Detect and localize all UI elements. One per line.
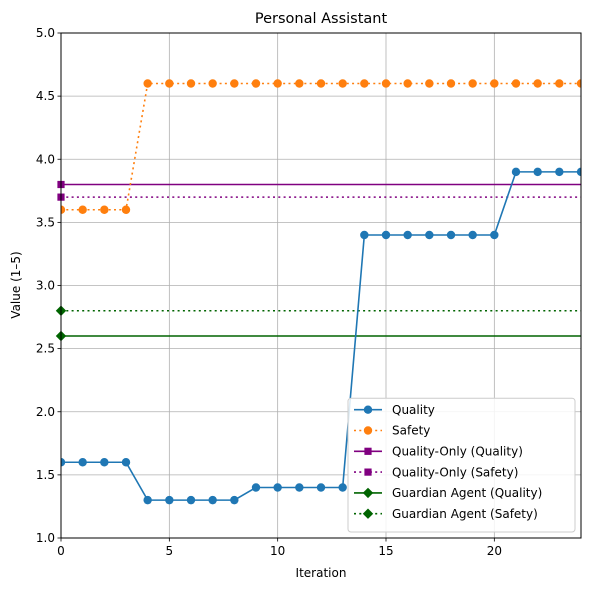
- data-point-quality: [165, 495, 174, 505]
- data-point-quality: [446, 230, 456, 240]
- data-point-safety: [186, 79, 196, 88]
- y-tick-label: 2.0: [36, 405, 55, 419]
- data-point-quality: [490, 230, 499, 240]
- data-point-safety: [403, 79, 412, 88]
- data-point-quality: [78, 458, 87, 467]
- data-point-quality: [186, 495, 196, 505]
- legend-marker-quality-only-safety: [364, 468, 372, 476]
- data-point-safety: [121, 205, 131, 214]
- data-point-safety: [165, 79, 174, 88]
- data-point-safety: [381, 79, 391, 88]
- data-point-quality: [576, 167, 581, 177]
- data-point-safety: [61, 205, 66, 214]
- data-point-quality: [295, 483, 304, 492]
- data-point-quality: [425, 230, 434, 240]
- data-point-safety: [468, 79, 477, 88]
- legend-marker-guardian-agent-quality: [362, 487, 374, 499]
- legend-label-quality-only-quality: Quality-Only (Quality): [392, 445, 523, 459]
- y-tick-label: 2.5: [36, 342, 55, 356]
- data-point-quality: [511, 167, 521, 177]
- data-point-safety: [338, 79, 347, 88]
- data-point-safety: [490, 79, 499, 88]
- x-tick-label: 20: [487, 544, 502, 558]
- data-point-safety: [295, 79, 304, 88]
- data-point-quality: [360, 230, 369, 240]
- data-point-safety: [425, 79, 434, 88]
- data-point-safety: [251, 79, 261, 88]
- data-point-safety: [360, 79, 369, 88]
- data-point-quality: [316, 483, 326, 492]
- data-point-quality: [121, 458, 131, 467]
- y-tick-label: 1.5: [36, 468, 55, 482]
- data-point-safety: [78, 205, 87, 214]
- x-tick-label: 0: [57, 544, 65, 558]
- data-point-safety: [143, 79, 152, 88]
- data-point-safety: [208, 79, 217, 88]
- legend-label-guardian-agent-quality: Guardian Agent (Quality): [392, 486, 542, 500]
- data-point-quality: [273, 483, 282, 492]
- data-point-safety: [555, 79, 564, 88]
- chart-title: Personal Assistant: [255, 11, 388, 27]
- data-point-safety: [446, 79, 456, 88]
- data-point-safety: [316, 79, 326, 88]
- x-axis-label: Iteration: [296, 566, 347, 580]
- y-tick-label: 3.0: [36, 279, 55, 293]
- legend-marker-quality: [363, 405, 373, 414]
- data-point-quality: [338, 483, 347, 492]
- y-tick-label: 4.0: [36, 152, 55, 166]
- legend-marker-safety: [363, 426, 373, 435]
- data-point-safety: [100, 205, 109, 214]
- data-point-safety: [533, 79, 542, 88]
- data-point-quality: [381, 230, 391, 240]
- y-tick-label: 5.0: [36, 26, 55, 40]
- data-point-quality: [403, 230, 412, 240]
- x-tick-label: 10: [270, 544, 285, 558]
- data-point-quality: [61, 458, 66, 467]
- legend-label-safety: Safety: [392, 424, 430, 438]
- data-point-quality: [251, 483, 261, 492]
- data-point-safety: [273, 79, 282, 88]
- y-tick-label: 3.5: [36, 215, 55, 229]
- legend-label-quality: Quality: [392, 403, 435, 417]
- data-point-quality: [143, 495, 152, 505]
- legend-label-guardian-agent-safety: Guardian Agent (Safety): [392, 507, 538, 521]
- legend-marker-quality-only-quality: [364, 447, 372, 455]
- data-point-safety: [576, 79, 581, 88]
- x-tick-label: 5: [166, 544, 174, 558]
- tick-layer: 0 5 10 15 20 1.0 1.5 2.0 2.5 3.0 3.5 4.0 4.5 5.0: [36, 26, 502, 558]
- data-point-safety: [511, 79, 521, 88]
- y-axis-label: Value (1–5): [9, 251, 23, 318]
- legend-label-quality-only-safety: Quality-Only (Safety): [392, 465, 518, 479]
- legend-box: [347, 397, 576, 533]
- data-point-quality: [100, 458, 109, 467]
- data-point-quality: [208, 495, 217, 505]
- legend: Quality Safety Quality-Only (Quality) Quali…: [347, 397, 576, 533]
- y-tick-label: 1.0: [36, 531, 55, 545]
- data-layer: [61, 79, 581, 505]
- data-point-quality: [533, 167, 542, 177]
- x-tick-label: 15: [378, 544, 393, 558]
- data-point-quality: [555, 167, 564, 177]
- legend-marker-guardian-agent-safety: [362, 508, 374, 519]
- data-point-quality: [468, 230, 477, 240]
- data-point-safety: [230, 79, 239, 88]
- data-point-quality: [230, 495, 239, 505]
- y-tick-label: 4.5: [36, 89, 55, 103]
